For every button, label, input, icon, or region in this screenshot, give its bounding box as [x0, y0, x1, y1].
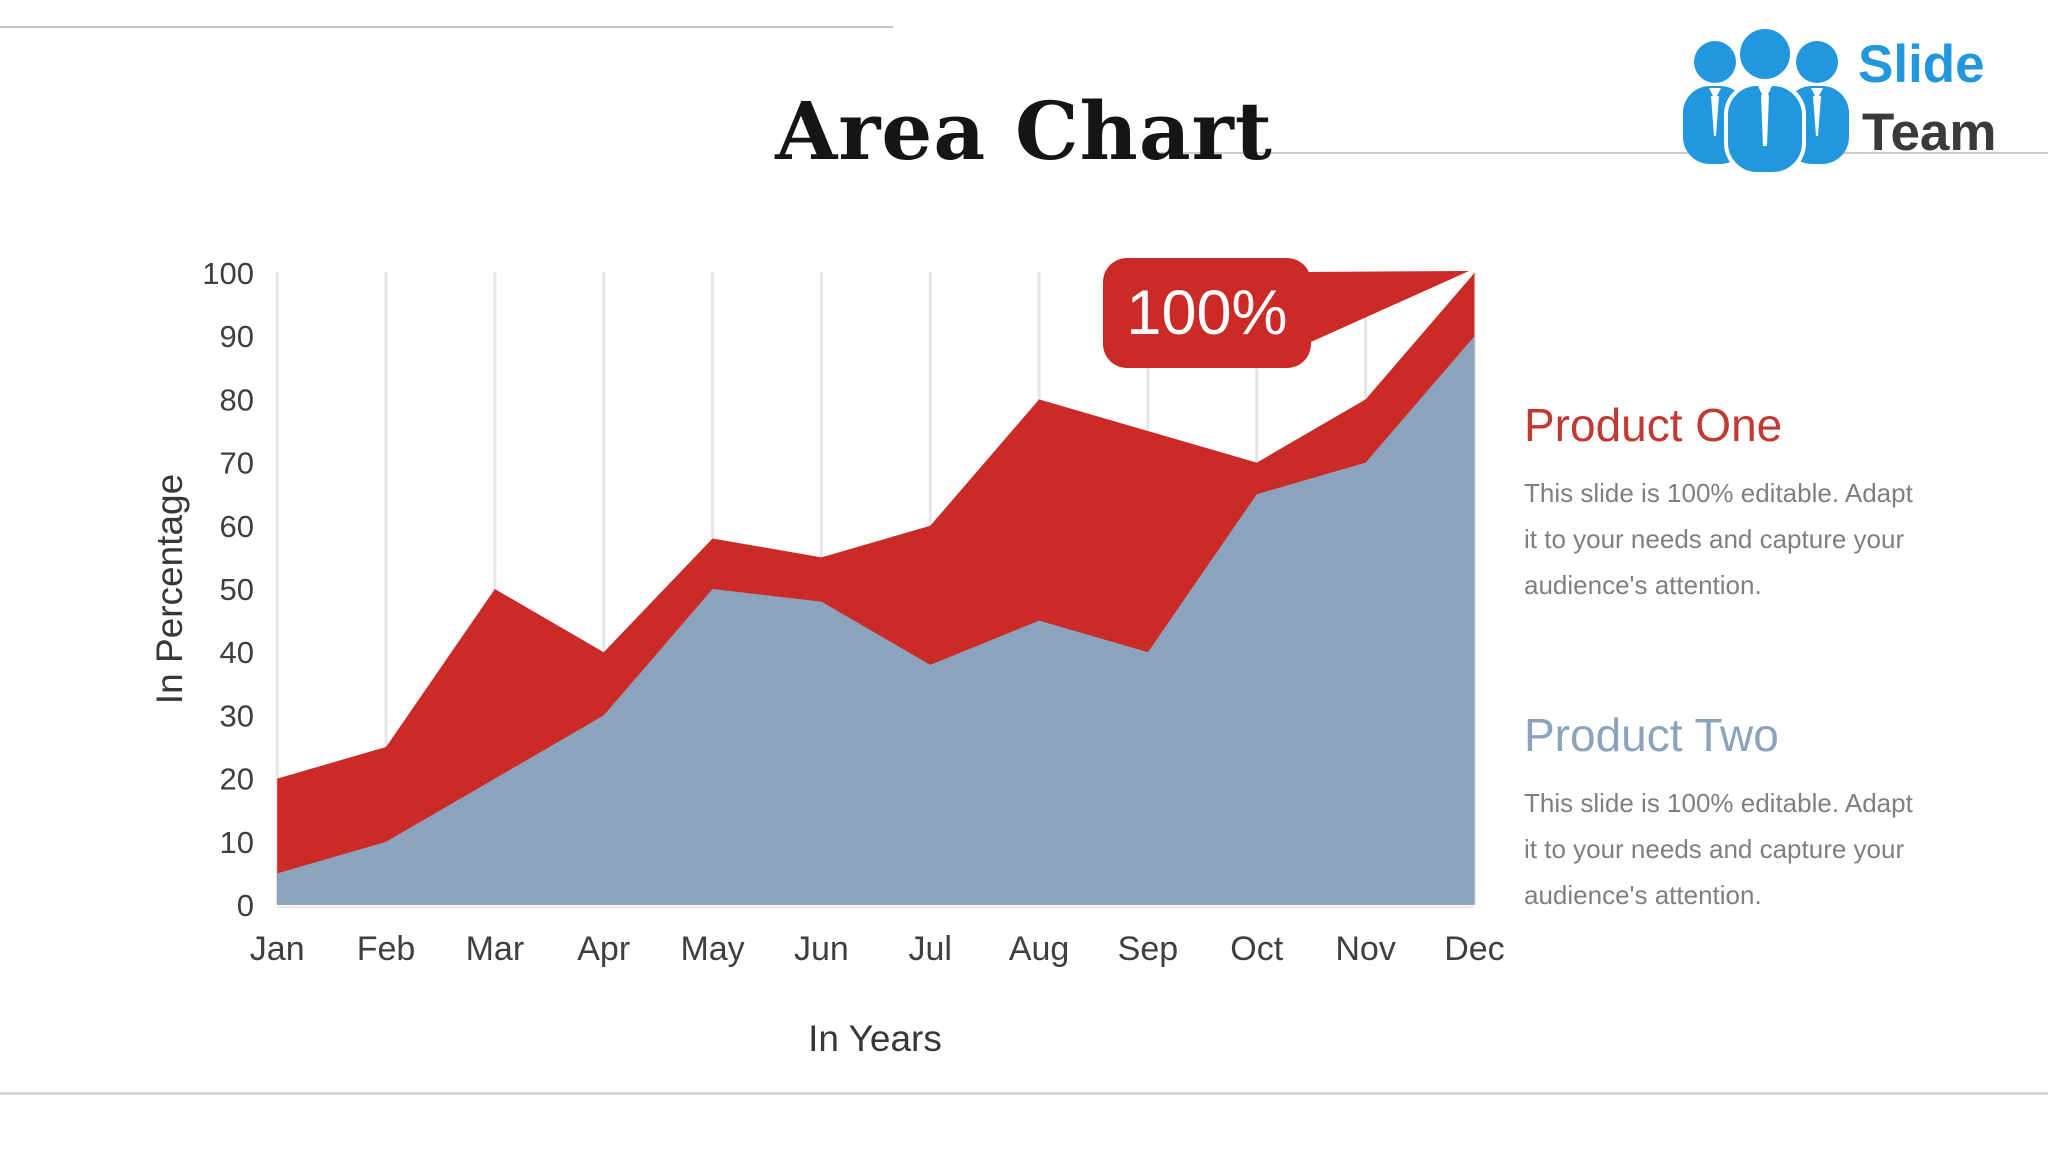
y-tick-label: 10	[220, 825, 254, 860]
product-two-description-line: it to your needs and capture your	[1524, 834, 1905, 864]
product-one-heading: Product One	[1524, 399, 1783, 451]
slideteam-people-icon	[1683, 25, 1849, 176]
product-one-block: Product One This slide is 100% editable.…	[1524, 398, 1944, 608]
bottom-divider-line	[0, 1092, 2048, 1095]
x-tick-label: Jan	[250, 930, 305, 968]
product-one-description-line: This slide is 100% editable. Adapt	[1524, 478, 1913, 508]
x-tick-label: Feb	[357, 930, 416, 968]
x-tick-label: Jul	[909, 930, 952, 968]
y-tick-label: 30	[220, 698, 254, 733]
top-divider-line	[0, 26, 893, 28]
y-tick-label: 0	[237, 888, 254, 923]
x-tick-label: Mar	[466, 930, 525, 968]
y-tick-label: 40	[220, 635, 254, 670]
callout-bubble	[1103, 258, 1311, 368]
product-two-block: Product Two This slide is 100% editable.…	[1524, 708, 1944, 918]
y-tick-label: 70	[220, 446, 254, 481]
product-one-description-line: it to your needs and capture your	[1524, 524, 1905, 554]
x-tick-label: Oct	[1230, 930, 1283, 968]
product-two-description-line: This slide is 100% editable. Adapt	[1524, 788, 1913, 818]
y-tick-label: 100	[202, 256, 254, 291]
y-tick-label: 60	[220, 509, 254, 544]
x-tick-label: May	[680, 930, 744, 968]
y-tick-label: 20	[220, 762, 254, 797]
product-two-description-line: audience's attention.	[1524, 880, 1762, 910]
y-axis-title: In Percentage	[149, 473, 190, 705]
callout-label: 100%	[1126, 278, 1287, 348]
y-tick-label: 90	[220, 319, 254, 354]
x-tick-label: Sep	[1118, 930, 1179, 968]
area-product-two	[277, 336, 1475, 905]
callout-tail	[1302, 271, 1469, 346]
x-tick-label: Aug	[1009, 930, 1070, 968]
slideteam-logo: Slide Team	[1670, 24, 2048, 176]
page-title: Area Chart	[775, 83, 1273, 178]
y-tick-label: 80	[220, 382, 254, 417]
x-tick-label: Jun	[794, 930, 849, 968]
y-tick-label: 50	[220, 572, 254, 607]
logo-divider-line	[1150, 152, 2048, 154]
product-one-description-line: audience's attention.	[1524, 570, 1762, 600]
logo-text-team: Team	[1862, 103, 1997, 162]
x-tick-label: Nov	[1335, 930, 1395, 968]
product-two-heading: Product Two	[1524, 709, 1779, 761]
x-axis-title: In Years	[808, 1018, 942, 1059]
logo-text-slide: Slide	[1858, 35, 1985, 94]
x-tick-label: Dec	[1444, 930, 1504, 968]
x-tick-label: Apr	[577, 930, 630, 968]
